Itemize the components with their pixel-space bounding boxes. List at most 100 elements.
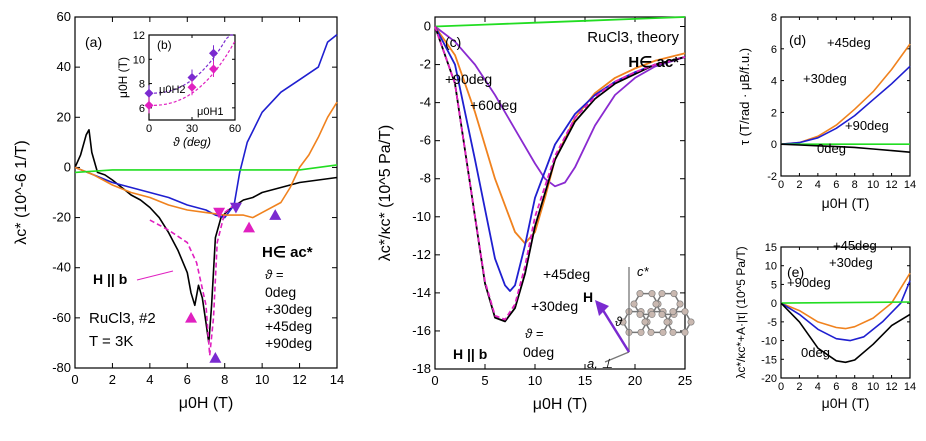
- x-tick-label: 0: [778, 179, 784, 191]
- field-marker: [213, 207, 226, 219]
- y-axis-label: λc* (10^-6 1/T): [13, 140, 30, 244]
- series-line: [780, 280, 911, 342]
- a-axis-arrow: [604, 351, 630, 363]
- theta-equals-label: ϑ =: [525, 326, 544, 341]
- y-tick-label: -14: [412, 285, 431, 300]
- y-tick-label: 6: [771, 44, 777, 56]
- x-tick-label: 8: [221, 372, 228, 387]
- y-tick-label: -80: [52, 360, 71, 375]
- atom: [681, 328, 689, 336]
- y-axis-label: μ0H (T): [116, 57, 130, 98]
- y-tick-label: -15: [761, 354, 777, 366]
- x-tick-label: 15: [578, 373, 592, 388]
- atom: [637, 328, 645, 336]
- x-tick-label: 20: [628, 373, 642, 388]
- series-label: +90deg: [787, 275, 831, 290]
- series-line: [434, 16, 686, 28]
- x-tick-label: 10: [867, 179, 879, 191]
- plot-frame: [780, 16, 911, 177]
- x-tick-label: 6: [184, 372, 191, 387]
- plot-frame: [74, 16, 338, 369]
- series-line: [780, 301, 911, 304]
- x-tick-label: 4: [146, 372, 153, 387]
- atom: [669, 308, 677, 316]
- h-parallel-b-label: H || b: [453, 346, 487, 362]
- sample-label: RuCl3, #2: [89, 310, 156, 327]
- atom: [636, 310, 644, 318]
- x-tick-label: 8: [852, 381, 858, 393]
- series-line: [780, 272, 911, 330]
- series-label: +45deg: [543, 266, 590, 282]
- atom: [658, 310, 666, 318]
- series-line: [74, 129, 338, 344]
- series-label: 0deg: [817, 141, 846, 156]
- y-tick-label: 6: [139, 103, 145, 115]
- angle-label: ϑ: [615, 314, 623, 329]
- x-axis-label: μ0H (T): [822, 195, 870, 211]
- x-tick-label: 60: [229, 123, 241, 135]
- vector-label-c: c*: [637, 264, 650, 279]
- y-tick-label: -2: [767, 171, 777, 183]
- x-tick-label: 6: [833, 179, 839, 191]
- x-tick-label: 12: [885, 381, 897, 393]
- legend-entry: +90deg: [265, 335, 312, 351]
- x-tick-label: 2: [796, 381, 802, 393]
- x-tick-label: 0: [146, 123, 152, 135]
- series-line: [780, 65, 911, 145]
- atom: [647, 328, 655, 336]
- atom: [641, 318, 649, 326]
- x-axis-label: μ0H (T): [179, 395, 234, 412]
- series-line: [780, 143, 911, 153]
- y-tick-label: 0: [771, 298, 777, 310]
- legend-entry: +30deg: [265, 301, 312, 317]
- vector-label-a: a, ⊥: [587, 356, 613, 371]
- series-line: [149, 204, 235, 357]
- y-tick-label: -2: [419, 57, 431, 72]
- atom: [670, 290, 678, 298]
- y-tick-label: 40: [57, 59, 71, 74]
- x-axis-label: μ0H (T): [822, 395, 870, 411]
- x-tick-label: 2: [109, 372, 116, 387]
- x-tick-label: 25: [678, 373, 692, 388]
- y-tick-label: -20: [761, 373, 777, 385]
- series-label: μ0H1: [197, 106, 224, 118]
- field-marker: [229, 202, 242, 214]
- plot-frame: [434, 16, 686, 370]
- y-axis-label: τ (T/rad · μB/f.u.): [737, 48, 752, 145]
- y-tick-label: 0: [64, 159, 71, 174]
- panel-label: (c): [445, 34, 461, 50]
- x-tick-label: 0: [778, 381, 784, 393]
- series-line: [434, 26, 686, 321]
- y-tick-label: -10: [412, 209, 431, 224]
- y-axis-label: λc*/κc* (10^5 Pa/T): [377, 125, 394, 261]
- y-tick-label: -20: [52, 210, 71, 225]
- y-tick-label: -40: [52, 260, 71, 275]
- panel-label: (e): [787, 264, 804, 280]
- x-tick-label: 14: [904, 179, 916, 191]
- series-label: +30deg: [829, 255, 873, 270]
- x-tick-label: 30: [186, 123, 198, 135]
- series-label: +30deg: [531, 298, 578, 314]
- y-tick-label: -10: [761, 336, 777, 348]
- h-parallel-b-label: H || b: [93, 271, 127, 287]
- y-tick-label: 12: [133, 30, 145, 42]
- atom: [687, 318, 695, 326]
- field-marker: [243, 221, 256, 233]
- y-tick-label: -60: [52, 310, 71, 325]
- atom: [619, 318, 627, 326]
- y-tick-label: -4: [419, 95, 431, 110]
- panel-label: (b): [157, 38, 172, 52]
- field-direction-label: H∈ ac*: [262, 244, 313, 261]
- y-tick-label: 0: [771, 139, 777, 151]
- h-parallel-b-pointer: [136, 270, 174, 281]
- atom: [676, 300, 684, 308]
- series-label: +90deg: [445, 71, 492, 87]
- series-line: [434, 25, 686, 188]
- legend-entry: +45deg: [265, 318, 312, 334]
- series-label: +45deg: [833, 238, 877, 253]
- x-tick-label: 2: [796, 179, 802, 191]
- y-tick-label: 10: [133, 54, 145, 66]
